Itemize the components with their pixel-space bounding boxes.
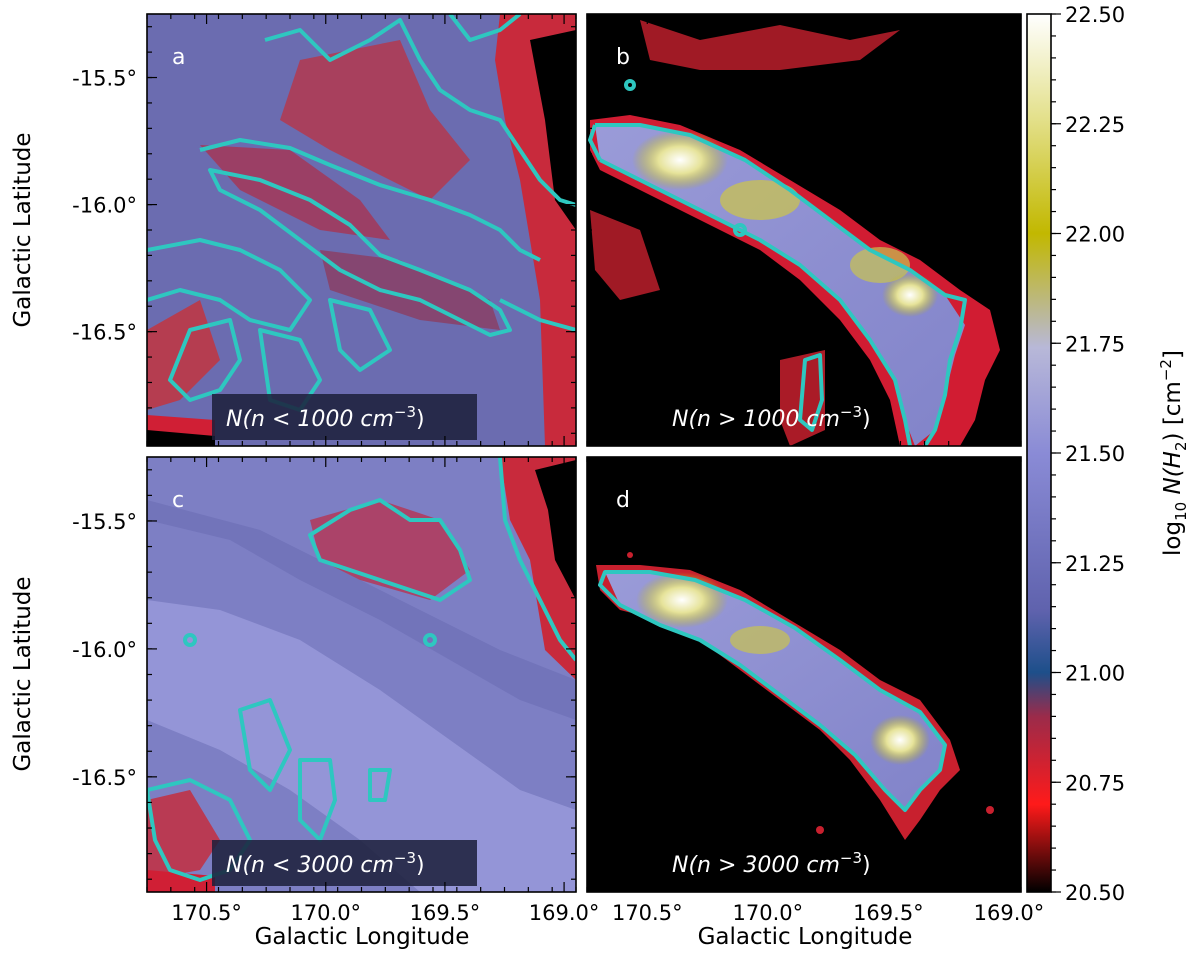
panel-b-label: N(n > 1000 cm−3) [672, 403, 871, 432]
panel-b-label-text: N(n > 1000 cm [672, 407, 840, 432]
svg-text:N(n < 3000 cm−3): N(n < 3000 cm−3) [226, 849, 425, 878]
y-tick-label: -15.5° [72, 510, 137, 534]
y-axis-title-top: Galactic Latitude [10, 132, 36, 327]
y-axis-title-bottom: Galactic Latitude [10, 576, 36, 771]
panel-a-label-exp: −3 [394, 403, 416, 421]
x-axis-title-right: Galactic Longitude [698, 924, 913, 950]
colorbar-label-log: log [1160, 521, 1186, 556]
panel-d-label-exp: −3 [840, 849, 862, 867]
colorbar-label-exp: −2 [1157, 359, 1175, 381]
y-tick-label: -16.0° [72, 194, 137, 218]
colorbar-label-unit: ) [cm [1160, 381, 1186, 441]
colorbar-label-sub2: 2 [1172, 441, 1190, 451]
panel-c-label: N(n < 3000 cm−3) [212, 840, 477, 886]
colorbar-label: log10 N(H2) [cm−2] [1157, 350, 1190, 556]
x-tick-label: 169.5° [853, 901, 924, 925]
colorbar-tick-label: 22.00 [1065, 223, 1125, 247]
x-tick-label: 169.0° [529, 901, 600, 925]
panel-c-label-suffix: ) [416, 853, 425, 878]
axes-layer: -15.5° -16.0° -16.5° 170.5° 170.0° 169.5° 169.… [72, 14, 1044, 925]
x-tick-label: 170.0° [290, 901, 361, 925]
colorbar-tick-label: 21.00 [1065, 662, 1125, 686]
panel-d-letter: d [616, 488, 630, 513]
panel-d-label: N(n > 3000 cm−3) [672, 849, 871, 878]
panel-a-label: N(n < 1000 cm−3) [212, 394, 477, 440]
y-tick-label: -15.5° [72, 67, 137, 91]
panel-d-label-suffix: ) [862, 853, 871, 878]
x-tick-label: 169.0° [974, 901, 1045, 925]
panel-b-label-exp: −3 [840, 403, 862, 421]
panel-b-label-suffix: ) [862, 407, 871, 432]
colorbar-tick-label: 20.50 [1065, 881, 1125, 905]
panel-a-label-text: N(n < 1000 cm [226, 407, 394, 432]
panel-c-label-exp: −3 [394, 849, 416, 867]
x-tick-label: 170.5° [612, 901, 683, 925]
colorbar-ticks: 22.50 22.25 22.00 21.75 21.50 21.25 21.00 20.75… [1051, 3, 1125, 905]
panel-b-letter: b [616, 45, 630, 70]
panel-a-letter: a [172, 45, 185, 70]
colorbar-tick-label: 22.25 [1065, 113, 1125, 137]
panel-d-label-text: N(n > 3000 cm [672, 853, 840, 878]
colorbar-tick-label: 21.25 [1065, 552, 1125, 576]
colorbar-label-sub: 10 [1172, 502, 1190, 521]
colorbar-tick-label: 22.50 [1065, 3, 1125, 27]
x-tick-label: 170.0° [733, 901, 804, 925]
panel-a-label-suffix: ) [416, 407, 425, 432]
colorbar-tick-label: 21.75 [1065, 332, 1125, 356]
colorbar-tick-label: 21.50 [1065, 442, 1125, 466]
x-axis-title-left: Galactic Longitude [255, 924, 470, 950]
svg-text:N(n < 1000 cm−3): N(n < 1000 cm−3) [226, 403, 425, 432]
y-tick-label: -16.0° [72, 638, 137, 662]
panel-a [147, 14, 576, 446]
y-tick-label: -16.5° [72, 321, 137, 345]
panel-c-label-text: N(n < 3000 cm [226, 853, 394, 878]
colorbar [1027, 14, 1051, 892]
colorbar-label-n: N(H [1160, 451, 1186, 502]
panel-c-letter: c [172, 488, 184, 513]
x-tick-label: 169.5° [410, 901, 481, 925]
x-tick-label: 170.5° [171, 901, 242, 925]
panel-b [587, 14, 1021, 446]
colorbar-label-end: ] [1160, 350, 1186, 359]
svg-text:N(n > 3000 cm−3): N(n > 3000 cm−3) [672, 849, 871, 878]
y-tick-label: -16.5° [72, 766, 137, 790]
svg-text:N(n > 1000 cm−3): N(n > 1000 cm−3) [672, 403, 871, 432]
colorbar-tick-label: 20.75 [1065, 771, 1125, 795]
panel-c [147, 457, 576, 892]
panel-d [587, 457, 1021, 892]
